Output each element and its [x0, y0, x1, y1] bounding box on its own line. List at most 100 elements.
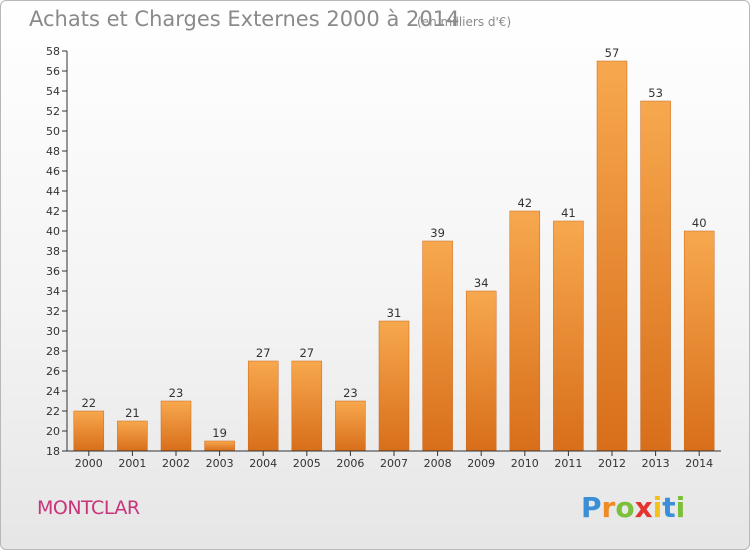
- proxiti-logo[interactable]: Proxiti: [581, 491, 685, 524]
- data-label-2000: 22: [81, 396, 96, 410]
- y-tick-label: 36: [46, 265, 60, 278]
- x-tick-label-2003: 2003: [206, 457, 234, 470]
- y-tick: 50: [46, 125, 67, 138]
- y-tick: 30: [46, 325, 67, 338]
- bar-2008[interactable]: [422, 240, 453, 452]
- bar-2006[interactable]: [335, 400, 366, 452]
- y-tick-label: 38: [46, 245, 60, 258]
- bar-2014[interactable]: [683, 230, 715, 452]
- bar-2007[interactable]: [378, 320, 410, 452]
- bar-2002[interactable]: [160, 400, 192, 452]
- bar-2011[interactable]: [553, 220, 584, 452]
- y-tick-label: 40: [46, 225, 60, 238]
- bar-2005[interactable]: [291, 360, 323, 452]
- data-label-2002: 23: [169, 386, 184, 400]
- chart-title: Achats et Charges Externes 2000 à 2014: [29, 7, 460, 31]
- x-tick-label-2006: 2006: [336, 457, 364, 470]
- bar-2009[interactable]: [465, 290, 497, 452]
- data-label-2003: 19: [212, 426, 227, 440]
- y-tick: 18: [46, 445, 67, 458]
- y-tick: 46: [46, 165, 67, 178]
- data-label-2009: 34: [474, 276, 489, 290]
- y-tick: 58: [46, 45, 67, 58]
- y-tick: 38: [46, 245, 67, 258]
- data-label-2001: 21: [125, 406, 140, 420]
- data-label-2010: 42: [517, 196, 532, 210]
- data-label-2013: 53: [648, 86, 663, 100]
- x-tick-label-2001: 2001: [118, 457, 146, 470]
- x-tick-label-2008: 2008: [424, 457, 452, 470]
- y-tick: 44: [46, 185, 67, 198]
- data-label-2006: 23: [343, 386, 358, 400]
- y-tick: 28: [46, 345, 67, 358]
- x-tick-label-2009: 2009: [467, 457, 495, 470]
- data-label-2011: 41: [561, 206, 576, 220]
- y-tick-label: 26: [46, 365, 60, 378]
- bar-2013[interactable]: [640, 100, 671, 452]
- y-tick: 26: [46, 365, 67, 378]
- x-tick-label-2002: 2002: [162, 457, 190, 470]
- y-tick: 42: [46, 205, 67, 218]
- y-tick: 56: [46, 65, 67, 78]
- y-tick-label: 22: [46, 405, 60, 418]
- bar-2001[interactable]: [117, 420, 148, 452]
- data-label-2008: 39: [430, 226, 445, 240]
- data-label-2005: 27: [299, 346, 314, 360]
- y-tick-label: 44: [46, 185, 60, 198]
- logo-letter: o: [615, 491, 635, 524]
- y-tick-label: 58: [46, 45, 60, 58]
- y-tick: 36: [46, 265, 67, 278]
- y-tick: 22: [46, 405, 67, 418]
- x-tick-label-2012: 2012: [598, 457, 626, 470]
- x-tick-label-2013: 2013: [642, 457, 670, 470]
- y-tick-label: 30: [46, 325, 60, 338]
- logo-letter: i: [652, 491, 663, 524]
- data-label-2012: 57: [605, 46, 620, 60]
- bar-2010[interactable]: [509, 210, 541, 452]
- y-tick-label: 42: [46, 205, 60, 218]
- x-tick-label-2014: 2014: [685, 457, 713, 470]
- y-tick-label: 48: [46, 145, 60, 158]
- y-tick-label: 34: [46, 285, 60, 298]
- y-tick-label: 20: [46, 425, 60, 438]
- y-tick-label: 50: [46, 125, 60, 138]
- logo-letter: i: [675, 491, 686, 524]
- data-label-2007: 31: [387, 306, 402, 320]
- y-tick-label: 56: [46, 65, 60, 78]
- y-tick: 48: [46, 145, 67, 158]
- y-tick-label: 54: [46, 85, 60, 98]
- y-tick-label: 28: [46, 345, 60, 358]
- y-tick: 20: [46, 425, 67, 438]
- bar-2000[interactable]: [73, 410, 105, 452]
- y-tick: 24: [46, 385, 67, 398]
- y-tick-label: 18: [46, 445, 60, 458]
- logo-letter: P: [581, 491, 602, 524]
- y-tick-label: 52: [46, 105, 60, 118]
- y-tick: 52: [46, 105, 67, 118]
- chart-subtitle: (en milliers d'€): [417, 15, 512, 29]
- y-tick: 34: [46, 285, 67, 298]
- x-tick-label-2000: 2000: [75, 457, 103, 470]
- x-tick-label-2010: 2010: [511, 457, 539, 470]
- logo-letter: x: [634, 491, 653, 524]
- data-label-2004: 27: [256, 346, 271, 360]
- data-label-2014: 40: [692, 216, 707, 230]
- logo-letter: t: [662, 491, 676, 524]
- y-tick-label: 46: [46, 165, 60, 178]
- x-tick-label-2011: 2011: [554, 457, 582, 470]
- y-tick: 32: [46, 305, 67, 318]
- y-tick-label: 32: [46, 305, 60, 318]
- x-tick-label-2007: 2007: [380, 457, 408, 470]
- bar-2004[interactable]: [247, 360, 279, 452]
- bar-2003[interactable]: [204, 440, 235, 452]
- y-tick: 40: [46, 225, 67, 238]
- y-tick-label: 24: [46, 385, 60, 398]
- logo-letter: r: [601, 491, 616, 524]
- bar-2012[interactable]: [596, 60, 628, 452]
- x-tick-label-2004: 2004: [249, 457, 277, 470]
- city-name: MONTCLAR: [37, 497, 140, 519]
- y-tick: 54: [46, 85, 67, 98]
- x-tick-label-2005: 2005: [293, 457, 321, 470]
